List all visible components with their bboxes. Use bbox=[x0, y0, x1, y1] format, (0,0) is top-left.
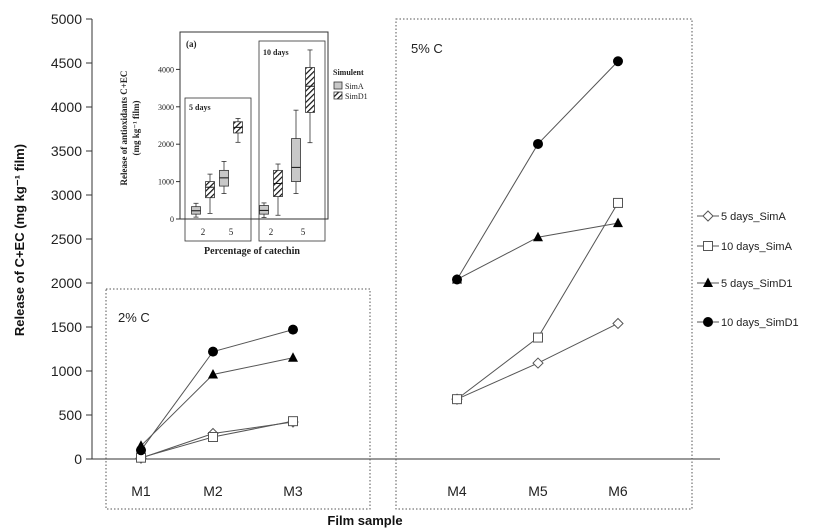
y-tick-label: 500 bbox=[59, 407, 83, 423]
legend-label: 5 days_SimA bbox=[721, 211, 786, 223]
data-point-5-days-simd1 bbox=[533, 231, 543, 242]
inset-category-label: 2 bbox=[269, 227, 274, 237]
data-point-10-days-simd1 bbox=[533, 138, 543, 149]
inset-x-axis-title: Percentage of catechin bbox=[204, 246, 300, 257]
group-box bbox=[105, 288, 371, 510]
box-sima bbox=[259, 205, 269, 215]
y-tick-label: 4500 bbox=[51, 55, 82, 71]
data-point-5-days-simd1 bbox=[208, 369, 218, 379]
x-tick-label: M5 bbox=[528, 483, 548, 499]
main-series bbox=[135, 56, 624, 464]
series-line-5-days-simd1 bbox=[456, 222, 619, 280]
series-line-10-days-simd1 bbox=[456, 60, 619, 280]
data-point-10-days-simd1 bbox=[136, 445, 146, 456]
y-tick-label: 1500 bbox=[51, 319, 82, 335]
group-label: 2% C bbox=[118, 310, 150, 325]
group-box bbox=[395, 18, 693, 510]
y-tick-label: 3500 bbox=[51, 143, 82, 159]
y-tick-label: 2500 bbox=[51, 231, 82, 247]
y-axis-title: Release of C+EC (mg kg⁻¹ film) bbox=[12, 144, 27, 336]
main-axes: 0 500 1000 1500 2000 2500 3000 3500 4000 4500 5000… bbox=[12, 11, 720, 528]
inset-category-label: 5 bbox=[229, 227, 234, 237]
group-label: 5% C bbox=[411, 41, 443, 56]
data-point-5-days-simd1 bbox=[613, 217, 623, 228]
inset-y-tick-label: 4000 bbox=[158, 65, 174, 74]
y-tick-label: 0 bbox=[74, 451, 82, 467]
legend-marker bbox=[703, 317, 713, 327]
data-point-5-days-sima bbox=[532, 357, 544, 369]
data-point-10-days-sima bbox=[288, 416, 298, 427]
inset-boxplot: (a) 0 1000 2000 3000 4000 Release of antioxida… bbox=[119, 31, 368, 257]
inset-y-axis-unit: (mg kg⁻¹ film) bbox=[131, 101, 141, 156]
inset-frame bbox=[179, 31, 329, 220]
data-point-10-days-simd1 bbox=[208, 346, 218, 357]
inset-subpanel-axis bbox=[184, 218, 252, 242]
inset-y-tick-label: 2000 bbox=[158, 140, 174, 149]
data-point-10-days-sima bbox=[533, 332, 543, 343]
data-point-5-days-sima bbox=[612, 317, 624, 330]
x-tick-label: M1 bbox=[131, 483, 151, 499]
inset-subpanel-label: 5 days bbox=[189, 103, 211, 112]
inset-panel-label: (a) bbox=[186, 39, 197, 49]
inset-subpanel-label: 10 days bbox=[263, 48, 289, 57]
y-tick-label: 3000 bbox=[51, 187, 82, 203]
inset-legend-label: SimA bbox=[345, 82, 364, 91]
inset-y-tick-label: 3000 bbox=[158, 103, 174, 112]
inset-y-tick-label: 1000 bbox=[158, 178, 174, 187]
inset-y-axis-title: Release of antioxidants C+EC bbox=[119, 71, 129, 186]
legend-marker bbox=[703, 241, 713, 251]
box-simd1 bbox=[305, 67, 315, 113]
legend-label: 10 days_SimD1 bbox=[721, 317, 799, 329]
x-axis-title: Film sample bbox=[327, 513, 402, 528]
inset-legend-swatch bbox=[333, 81, 343, 90]
data-point-10-days-sima bbox=[208, 432, 218, 442]
group-boxes: 2% C 5% C M1 M2 M3 M4 M5 M6 bbox=[105, 18, 693, 510]
legend-label: 5 days_SimD1 bbox=[721, 278, 793, 290]
data-point-10-days-simd1 bbox=[452, 274, 462, 285]
data-point-10-days-sima bbox=[452, 394, 462, 405]
data-point-10-days-simd1 bbox=[288, 324, 298, 335]
y-tick-label: 4000 bbox=[51, 99, 82, 115]
legend-label: 10 days_SimA bbox=[721, 241, 793, 253]
y-tick-label: 2000 bbox=[51, 275, 82, 291]
legend-marker bbox=[703, 277, 713, 287]
x-tick-label: M4 bbox=[447, 483, 467, 499]
legend-marker bbox=[702, 210, 714, 222]
inset-category-label: 5 bbox=[301, 227, 306, 237]
x-tick-label: M6 bbox=[608, 483, 628, 499]
data-point-10-days-sima bbox=[613, 197, 623, 208]
x-tick-label: M3 bbox=[283, 483, 303, 499]
data-point-10-days-simd1 bbox=[613, 56, 623, 67]
inset-y-tick-label: 0 bbox=[170, 215, 174, 224]
y-tick-label: 1000 bbox=[51, 363, 82, 379]
y-tick-label: 5000 bbox=[51, 11, 82, 27]
inset-legend-swatch bbox=[333, 91, 343, 100]
x-tick-label: M2 bbox=[203, 483, 223, 499]
inset-legend-label: SimD1 bbox=[345, 92, 368, 101]
box-simd1 bbox=[205, 181, 215, 199]
inset-subpanel-axis bbox=[258, 218, 326, 242]
box-sima bbox=[291, 138, 301, 182]
data-point-5-days-simd1 bbox=[288, 352, 298, 362]
inset-category-label: 2 bbox=[201, 227, 206, 237]
legend: 5 days_SimA 10 days_SimA 5 days_SimD1 10 da… bbox=[697, 210, 799, 329]
series-line-10-days-sima bbox=[456, 202, 619, 400]
inset-legend-title: Simulent bbox=[333, 68, 364, 77]
